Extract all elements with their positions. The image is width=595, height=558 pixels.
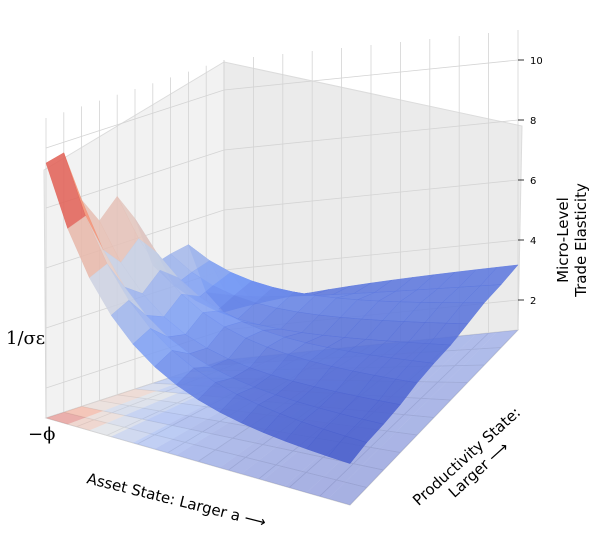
floor-cell <box>138 391 178 401</box>
floor-cell <box>323 460 363 483</box>
floor-cell <box>459 332 497 351</box>
z-tick-label-sigma: 1/σε <box>6 328 45 349</box>
floor-cell <box>328 482 367 505</box>
surface-cell <box>327 435 368 464</box>
floor-cell <box>160 393 200 404</box>
z-axis-ticks: 2 4 6 8 10 <box>518 56 543 307</box>
floor-cell <box>306 476 346 499</box>
floor-cell <box>107 415 147 429</box>
floor-cell <box>463 347 502 366</box>
floor-cell <box>362 448 401 470</box>
side-grid-line <box>45 89 225 149</box>
floor-cell <box>117 389 157 398</box>
floor-cell <box>395 415 434 435</box>
floor-cell <box>111 428 151 443</box>
floor-cell <box>480 330 518 349</box>
floor-cell <box>193 433 233 450</box>
floor-cell <box>154 439 194 456</box>
floor-cell <box>357 429 396 449</box>
back-grid-line <box>223 239 519 271</box>
floor-cell <box>150 424 190 440</box>
z-axis-label-line2: Trade Elasticity <box>572 183 590 298</box>
floor-cell <box>189 419 229 434</box>
floor-cell <box>219 455 259 474</box>
floor-cell <box>142 400 182 412</box>
floor-cell <box>408 381 447 399</box>
floor-cell <box>124 408 164 421</box>
floor-cell <box>263 465 302 487</box>
floor-cell <box>378 432 418 453</box>
floor-cell <box>103 404 143 416</box>
surface-mesh <box>45 152 519 464</box>
x-axis-label: Asset State: Larger a ⟶ <box>85 469 268 531</box>
floor-cell <box>215 438 255 456</box>
floor-cell <box>241 460 281 481</box>
floor-cell <box>284 471 324 493</box>
floor-cell <box>374 413 413 433</box>
floor-cell <box>146 411 186 425</box>
floor-cell <box>429 382 468 400</box>
back-grid-line <box>223 59 519 91</box>
z-tick-label: 4 <box>530 236 536 247</box>
back-grid-line <box>223 119 519 151</box>
floor-cell <box>211 422 250 439</box>
floor-cell <box>132 433 173 450</box>
floor-cell <box>135 383 175 392</box>
floor-cell <box>67 417 108 431</box>
z-axis-label-line1: Micro-Level <box>554 197 572 283</box>
floor-cell <box>236 442 276 461</box>
z-tick-label: 10 <box>530 56 543 67</box>
x-tick-label-phi: −ϕ <box>28 424 55 445</box>
floor-cell <box>176 444 216 462</box>
floor-cell <box>442 348 481 366</box>
z-tick-label: 8 <box>530 116 536 127</box>
floor-cell <box>345 465 384 488</box>
z-tick-label: 2 <box>530 296 536 307</box>
floor-cell <box>280 451 319 472</box>
floor-cell <box>391 397 430 416</box>
floor-cell <box>85 410 125 423</box>
floor-cell <box>446 365 485 383</box>
floor-cell <box>258 447 298 466</box>
floor-cell <box>120 397 161 409</box>
floor-cell <box>425 365 464 383</box>
floor-cell <box>163 403 203 416</box>
floor-cell <box>63 406 104 418</box>
floor-cell <box>301 456 341 477</box>
floor-cell <box>81 400 121 411</box>
floor-cell <box>167 415 207 430</box>
floor-grid-line <box>319 332 489 497</box>
floor-cell <box>46 412 86 425</box>
floor-cell <box>198 449 237 468</box>
floor-grid-line <box>349 329 519 506</box>
floor-cell <box>412 398 451 418</box>
z-tick-label: 6 <box>530 176 536 187</box>
floor-cell <box>99 394 139 405</box>
floor-cell <box>172 429 212 445</box>
floor-cell <box>89 422 129 437</box>
floor-cell <box>128 420 168 434</box>
back-grid-line <box>223 179 519 211</box>
